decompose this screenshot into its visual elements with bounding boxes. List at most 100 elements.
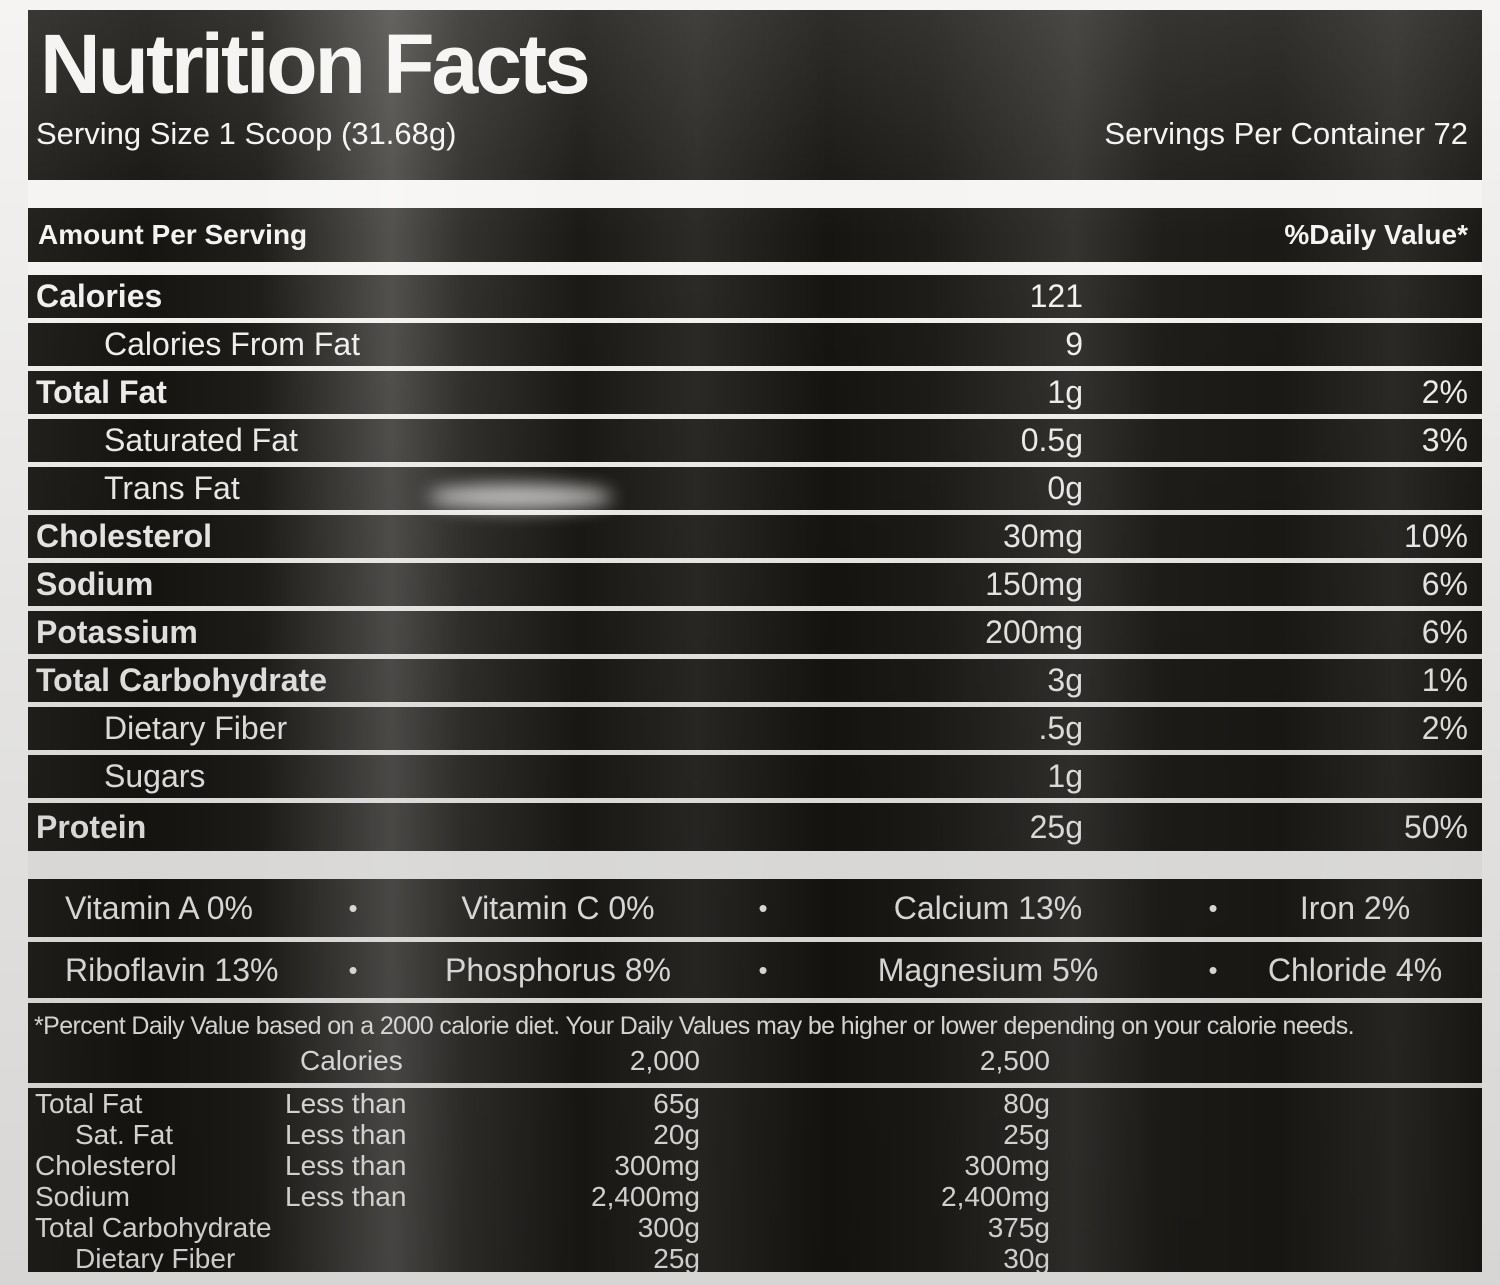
- reference-qualifier: Less than: [285, 1181, 407, 1212]
- reference-table: Calories 2,000 2,500 Total Fat Less than…: [28, 1045, 1482, 1272]
- reference-value-2000: 300g: [637, 1212, 700, 1243]
- reference-value-2500: 2,400mg: [941, 1181, 1050, 1212]
- reference-name: Total Fat: [35, 1088, 143, 1119]
- reference-value-2000: 25g: [653, 1243, 700, 1272]
- nutrient-amount: .5g: [1038, 710, 1083, 746]
- nutrient-name: Dietary Fiber: [104, 710, 288, 746]
- nutrient-row-trans-fat: Trans Fat 0g: [28, 467, 1482, 515]
- nutrient-daily-value: 50%: [1403, 808, 1468, 845]
- nutrient-row-calories: Calories 121: [28, 275, 1482, 323]
- micronutrient-row-1: Vitamin A 0% • Vitamin C 0% • Calcium 13…: [28, 879, 1482, 942]
- micronutrient-value: Iron 2%: [1299, 889, 1411, 926]
- nutrient-amount: 3g: [1047, 662, 1083, 698]
- nutrient-name: Sodium: [36, 566, 154, 602]
- reference-header-calories: Calories: [300, 1045, 403, 1076]
- micronutrient-value: Calcium 13%: [893, 889, 1083, 926]
- reference-name: Sodium: [35, 1181, 130, 1212]
- reference-row-dietary-fiber: Dietary Fiber 25g 30g: [28, 1243, 1482, 1272]
- nutrition-facts-label: Nutrition Facts Serving Size 1 Scoop (31…: [28, 10, 1482, 1272]
- micronutrient-value: Chloride 4%: [1267, 951, 1443, 988]
- micronutrient-value: Phosphorus 8%: [445, 951, 671, 988]
- bullet-separator: •: [758, 892, 768, 923]
- reference-qualifier: Less than: [285, 1088, 407, 1119]
- nutrient-name: Total Carbohydrate: [36, 662, 327, 698]
- reference-value-2000: 20g: [653, 1119, 700, 1150]
- nutrient-daily-value: 2%: [1421, 710, 1468, 746]
- reference-row-total-carbohydrate: Total Carbohydrate 300g 375g: [28, 1212, 1482, 1243]
- micronutrient-row-2: Riboflavin 13% • Phosphorus 8% • Magnesi…: [28, 942, 1482, 1003]
- reference-value-2500: 30g: [1003, 1243, 1050, 1272]
- reference-table-header: Calories 2,000 2,500: [28, 1045, 1482, 1083]
- nutrient-daily-value: 3%: [1421, 422, 1468, 458]
- nutrient-row-dietary-fiber: Dietary Fiber .5g 2%: [28, 707, 1482, 755]
- nutrient-name: Trans Fat: [104, 470, 240, 506]
- daily-value-header: %Daily Value*: [1284, 219, 1468, 250]
- divider-medium: [28, 262, 1482, 275]
- amount-per-serving-header: Amount Per Serving: [38, 219, 308, 250]
- reference-value-2500: 375g: [987, 1212, 1050, 1243]
- nutrient-daily-value: 1%: [1421, 662, 1468, 698]
- nutrient-amount: 1g: [1047, 758, 1083, 794]
- nutrient-amount: 200mg: [985, 614, 1083, 650]
- nutrient-daily-value: 2%: [1421, 374, 1468, 410]
- nutrient-row-saturated-fat: Saturated Fat 0.5g 3%: [28, 419, 1482, 467]
- micronutrient-value: Magnesium 5%: [877, 951, 1099, 988]
- nutrient-name: Calories: [36, 278, 163, 314]
- bullet-separator: •: [1208, 954, 1218, 985]
- reference-value-2500: 80g: [1003, 1088, 1050, 1119]
- nutrient-row-total-fat: Total Fat 1g 2%: [28, 371, 1482, 419]
- nutrient-row-protein: Protein 25g 50%: [28, 803, 1482, 851]
- reference-value-2000: 300mg: [614, 1150, 700, 1181]
- nutrient-name: Potassium: [36, 614, 198, 650]
- reference-row-total-fat: Total Fat Less than 65g 80g: [28, 1088, 1482, 1119]
- reference-qualifier: Less than: [285, 1119, 407, 1150]
- nutrient-row-potassium: Potassium 200mg 6%: [28, 611, 1482, 659]
- nutrient-row-calories-from-fat: Calories From Fat 9: [28, 323, 1482, 371]
- nutrient-amount: 9: [1065, 326, 1083, 362]
- column-header-row: Amount Per Serving %Daily Value*: [28, 208, 1482, 262]
- serving-size-text: Serving Size 1 Scoop (31.68g): [36, 116, 457, 151]
- serving-info-row: Serving Size 1 Scoop (31.68g) Servings P…: [28, 106, 1482, 152]
- nutrient-amount: 25g: [1029, 808, 1083, 845]
- nutrient-row-total-carbohydrate: Total Carbohydrate 3g 1%: [28, 659, 1482, 707]
- nutrient-amount: 150mg: [985, 566, 1083, 602]
- nutrient-amount: 0g: [1047, 470, 1083, 506]
- nutrient-row-sodium: Sodium 150mg 6%: [28, 563, 1482, 611]
- nutrient-daily-value: 6%: [1421, 566, 1468, 602]
- nutrient-daily-value: 6%: [1421, 614, 1468, 650]
- nutrient-name: Saturated Fat: [104, 422, 298, 458]
- reference-value-2000: 65g: [653, 1088, 700, 1119]
- reference-row-sat-fat: Sat. Fat Less than 20g 25g: [28, 1119, 1482, 1150]
- reference-value-2500: 25g: [1003, 1119, 1050, 1150]
- nutrient-name: Cholesterol: [36, 518, 213, 554]
- reference-value-2500: 300mg: [964, 1150, 1050, 1181]
- servings-per-container-text: Servings Per Container 72: [1104, 116, 1468, 151]
- reference-qualifier: Less than: [285, 1150, 407, 1181]
- reference-name: Dietary Fiber: [75, 1243, 236, 1272]
- bullet-separator: •: [348, 954, 358, 985]
- bullet-separator: •: [348, 892, 358, 923]
- nutrient-row-sugars: Sugars 1g: [28, 755, 1482, 803]
- nutrient-daily-value: 10%: [1403, 518, 1468, 554]
- nutrient-name: Sugars: [104, 758, 206, 794]
- reference-name: Sat. Fat: [75, 1119, 174, 1150]
- reference-name: Cholesterol: [35, 1150, 177, 1181]
- reference-header-2500: 2,500: [979, 1045, 1050, 1076]
- divider-thick-top: [28, 180, 1482, 208]
- reference-header-2000: 2,000: [629, 1045, 700, 1076]
- divider-thick-bottom: [28, 851, 1482, 879]
- nutrient-row-cholesterol: Cholesterol 30mg 10%: [28, 515, 1482, 563]
- nutrient-name: Calories From Fat: [104, 326, 361, 362]
- micronutrient-value: Riboflavin 13%: [65, 951, 279, 988]
- reference-row-cholesterol: Cholesterol Less than 300mg 300mg: [28, 1150, 1482, 1181]
- daily-value-footnote: *Percent Daily Value based on a 2000 cal…: [34, 1012, 1355, 1040]
- nutrient-name: Total Fat: [36, 374, 167, 410]
- nutrient-amount: 121: [1029, 278, 1083, 314]
- reference-value-2000: 2,400mg: [591, 1181, 700, 1212]
- page-title: Nutrition Facts: [40, 17, 591, 111]
- micronutrient-value: Vitamin C 0%: [461, 889, 655, 926]
- bullet-separator: •: [758, 954, 768, 985]
- reference-table-divider: [28, 1083, 1482, 1088]
- nutrient-name: Protein: [36, 808, 147, 845]
- label-header: Nutrition Facts Serving Size 1 Scoop (31…: [28, 22, 1482, 180]
